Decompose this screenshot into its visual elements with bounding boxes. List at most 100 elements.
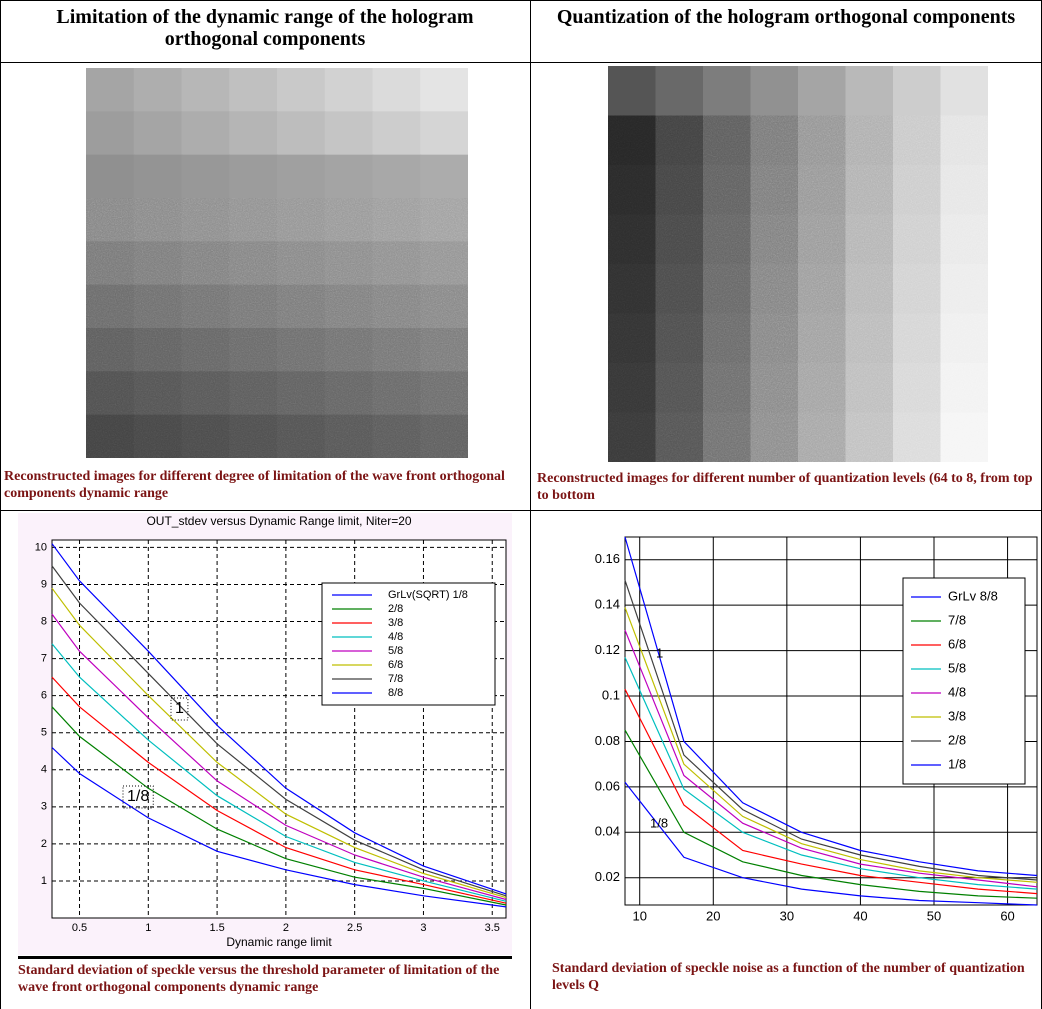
- legend-label: 1/8: [948, 756, 966, 771]
- caption: Reconstructed images for different numbe…: [537, 471, 1033, 503]
- table-border: [0, 62, 1042, 63]
- series-line: [51, 543, 507, 895]
- table-border: [0, 0, 1042, 1]
- series-line: [51, 643, 507, 902]
- series-line: [624, 607, 1038, 883]
- y-tick-label: 0.08: [595, 733, 620, 748]
- x-axis-label: Dynamic range limit: [226, 935, 332, 949]
- rule: [18, 956, 512, 959]
- legend-box: [321, 582, 496, 706]
- series-line: [624, 781, 1038, 906]
- x-tick-label: 30: [780, 908, 794, 923]
- column-header: Quantization of the hologram orthogonal …: [556, 6, 1016, 28]
- y-tick-label: 2: [41, 838, 47, 850]
- image-block: [798, 66, 847, 117]
- y-tick-label: 0.04: [595, 824, 620, 839]
- y-tick-label: 8: [41, 615, 47, 627]
- image-block: [133, 154, 183, 199]
- x-tick-label: 50: [927, 908, 941, 923]
- chart: 0.02 0.04 0.06 0.08 0.1 0.12 0.14 0.16 10 20 30 40 5…: [595, 536, 1038, 923]
- y-tick-label: 1: [41, 875, 47, 887]
- column-header: Limitation of the dynamic range of the h…: [56, 6, 474, 50]
- x-tick-label: 60: [1000, 908, 1014, 923]
- image-block: [940, 66, 988, 117]
- x-tick-label: 40: [853, 908, 867, 923]
- annotation-box: [122, 785, 154, 809]
- image-block: [133, 111, 183, 156]
- legend-label: 6/8: [948, 636, 966, 651]
- image-block: [277, 68, 326, 113]
- legend-label: GrLv(SQRT) 1/8: [388, 589, 468, 601]
- image-block: [608, 66, 657, 117]
- image-block: [181, 111, 231, 156]
- image-block: [229, 111, 278, 156]
- legend-label: 3/8: [388, 617, 403, 629]
- y-tick-label: 0.14: [595, 597, 620, 612]
- x-tick-label: 1.5: [209, 922, 224, 934]
- legend-label: 7/8: [948, 612, 966, 627]
- y-tick-label: 9: [41, 578, 47, 590]
- image-block: [750, 66, 799, 117]
- x-tick-label: 3: [420, 922, 426, 934]
- legend-label: 5/8: [388, 645, 403, 657]
- image-block: [420, 68, 468, 113]
- caption: Standard deviation of speckle versus the…: [18, 963, 500, 995]
- legend-label: 2/8: [388, 603, 403, 615]
- image-block: [324, 68, 374, 113]
- image-noise: [608, 115, 988, 462]
- annotation: 1: [656, 645, 663, 660]
- legend-label: 5/8: [948, 660, 966, 675]
- image-block: [277, 154, 326, 199]
- series-line: [51, 676, 507, 904]
- image-block: [324, 154, 374, 199]
- x-tick-label: 2: [283, 922, 289, 934]
- chart: OUT_stdev versus Dynamic Range limit, Ni…: [18, 513, 512, 955]
- image-block: [229, 154, 278, 199]
- reconstructed-image: [86, 68, 468, 458]
- image-block: [86, 111, 135, 156]
- legend-label: 7/8: [388, 673, 403, 685]
- image-block: [372, 111, 422, 156]
- series-line: [624, 536, 1038, 877]
- series-line: [624, 729, 1038, 899]
- y-tick-label: 4: [41, 764, 47, 776]
- annotation-box: [170, 697, 189, 721]
- annotation: 1: [175, 700, 184, 717]
- series-line: [51, 747, 507, 908]
- image-block: [420, 154, 468, 199]
- table-border: [0, 510, 1042, 511]
- image-block: [420, 111, 468, 156]
- x-tick-label: 20: [706, 908, 720, 923]
- plot-frame: [624, 536, 1038, 906]
- y-tick-label: 5: [41, 727, 47, 739]
- image-block: [86, 68, 135, 113]
- series-line: [51, 613, 507, 901]
- legend-label: 2/8: [948, 732, 966, 747]
- caption: Reconstructed images for different degre…: [4, 469, 505, 501]
- image-block: [277, 111, 326, 156]
- x-tick-label: 0.5: [72, 922, 87, 934]
- image-block: [372, 154, 422, 199]
- legend-label: 4/8: [388, 631, 403, 643]
- x-tick-label: 2.5: [347, 922, 362, 934]
- caption: Standard deviation of speckle noise as a…: [552, 961, 1025, 993]
- series-line: [51, 565, 507, 897]
- y-tick-label: 0.06: [595, 778, 620, 793]
- series-line: [51, 587, 507, 899]
- image-block: [324, 111, 374, 156]
- image-block: [893, 66, 942, 117]
- image-noise: [86, 198, 468, 458]
- x-tick-label: 10: [632, 908, 646, 923]
- series-line: [624, 629, 1038, 888]
- legend-label: 8/8: [388, 687, 403, 699]
- legend-label: 3/8: [948, 708, 966, 723]
- legend-box: [902, 577, 1026, 785]
- legend-label: 6/8: [388, 659, 403, 671]
- y-tick-label: 0.16: [595, 551, 620, 566]
- chart-title: OUT_stdev versus Dynamic Range limit, Ni…: [146, 514, 411, 528]
- image-block: [229, 68, 278, 113]
- table-border: [530, 0, 531, 1009]
- series-line: [624, 657, 1038, 890]
- image-block: [655, 66, 704, 117]
